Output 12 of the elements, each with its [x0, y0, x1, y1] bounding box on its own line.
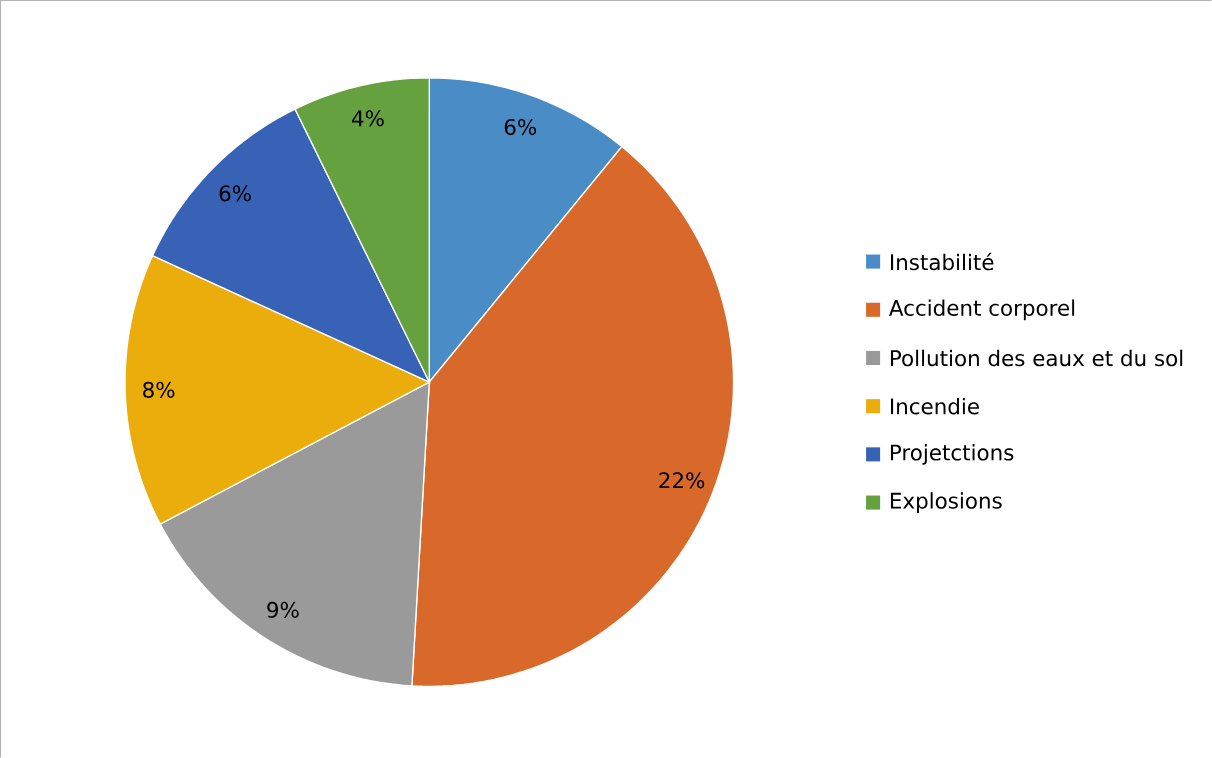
data-label: 9%	[267, 601, 299, 618]
legend-label: Pollution des eaux et du sol	[890, 349, 1183, 367]
legend-label: Accident corporel	[889, 299, 1075, 321]
legend-label: Projetctions	[890, 443, 1014, 465]
data-label: 22%	[659, 472, 705, 489]
legend-label: Incendie	[890, 397, 979, 415]
legend-label: Instabilité	[890, 252, 994, 271]
data-label: 4%	[352, 110, 384, 127]
legend-label: Explosions	[890, 492, 1002, 513]
data-label: 6%	[504, 118, 537, 136]
data-label: 8%	[143, 381, 175, 398]
data-label: 6%	[219, 185, 251, 202]
